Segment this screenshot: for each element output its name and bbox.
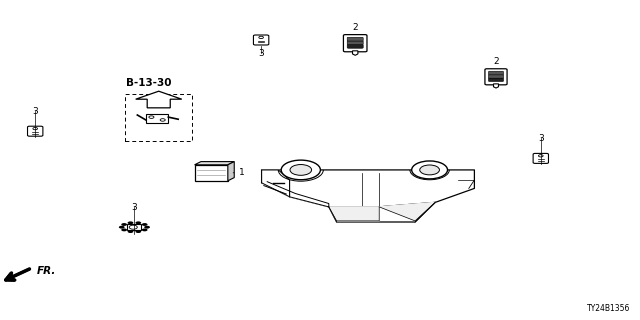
Circle shape xyxy=(127,221,133,224)
FancyBboxPatch shape xyxy=(344,35,367,52)
Circle shape xyxy=(412,161,447,179)
Circle shape xyxy=(281,160,321,180)
Circle shape xyxy=(121,228,127,231)
Circle shape xyxy=(121,223,127,226)
Circle shape xyxy=(33,127,38,130)
Circle shape xyxy=(129,225,138,229)
Polygon shape xyxy=(493,84,499,88)
Text: B-13-30: B-13-30 xyxy=(126,78,172,88)
Circle shape xyxy=(149,116,154,118)
Circle shape xyxy=(119,226,125,228)
Text: 2: 2 xyxy=(493,57,499,66)
Polygon shape xyxy=(195,162,234,165)
FancyBboxPatch shape xyxy=(488,71,504,75)
Circle shape xyxy=(142,223,148,226)
Circle shape xyxy=(136,221,141,224)
Circle shape xyxy=(290,164,312,175)
Polygon shape xyxy=(379,203,435,221)
Polygon shape xyxy=(262,182,329,207)
Polygon shape xyxy=(262,170,474,207)
Text: 3: 3 xyxy=(33,107,38,116)
FancyBboxPatch shape xyxy=(28,126,43,136)
Circle shape xyxy=(538,155,543,157)
Polygon shape xyxy=(262,170,289,197)
FancyBboxPatch shape xyxy=(485,69,507,85)
Circle shape xyxy=(144,226,150,228)
Text: TY24B1356: TY24B1356 xyxy=(587,304,630,313)
Text: 3: 3 xyxy=(538,134,543,143)
Bar xyxy=(195,165,228,181)
FancyBboxPatch shape xyxy=(348,37,364,41)
Circle shape xyxy=(142,228,148,231)
Circle shape xyxy=(420,165,440,175)
FancyBboxPatch shape xyxy=(348,44,364,48)
Polygon shape xyxy=(136,91,182,108)
Text: 3: 3 xyxy=(259,49,264,58)
FancyBboxPatch shape xyxy=(348,41,364,45)
FancyBboxPatch shape xyxy=(533,153,548,164)
Text: 3: 3 xyxy=(132,203,137,212)
Circle shape xyxy=(127,230,133,233)
Text: 2: 2 xyxy=(353,23,358,32)
Polygon shape xyxy=(329,203,435,222)
Circle shape xyxy=(259,36,264,39)
Bar xyxy=(125,94,192,141)
Bar xyxy=(146,114,168,123)
Circle shape xyxy=(136,230,141,233)
FancyBboxPatch shape xyxy=(488,75,504,78)
Text: FR.: FR. xyxy=(37,266,56,276)
Circle shape xyxy=(160,119,165,121)
Polygon shape xyxy=(228,162,234,181)
Text: 1: 1 xyxy=(239,168,245,177)
FancyBboxPatch shape xyxy=(253,35,269,45)
Bar xyxy=(127,224,141,230)
Polygon shape xyxy=(353,51,358,55)
Polygon shape xyxy=(329,207,379,221)
FancyBboxPatch shape xyxy=(488,78,504,82)
